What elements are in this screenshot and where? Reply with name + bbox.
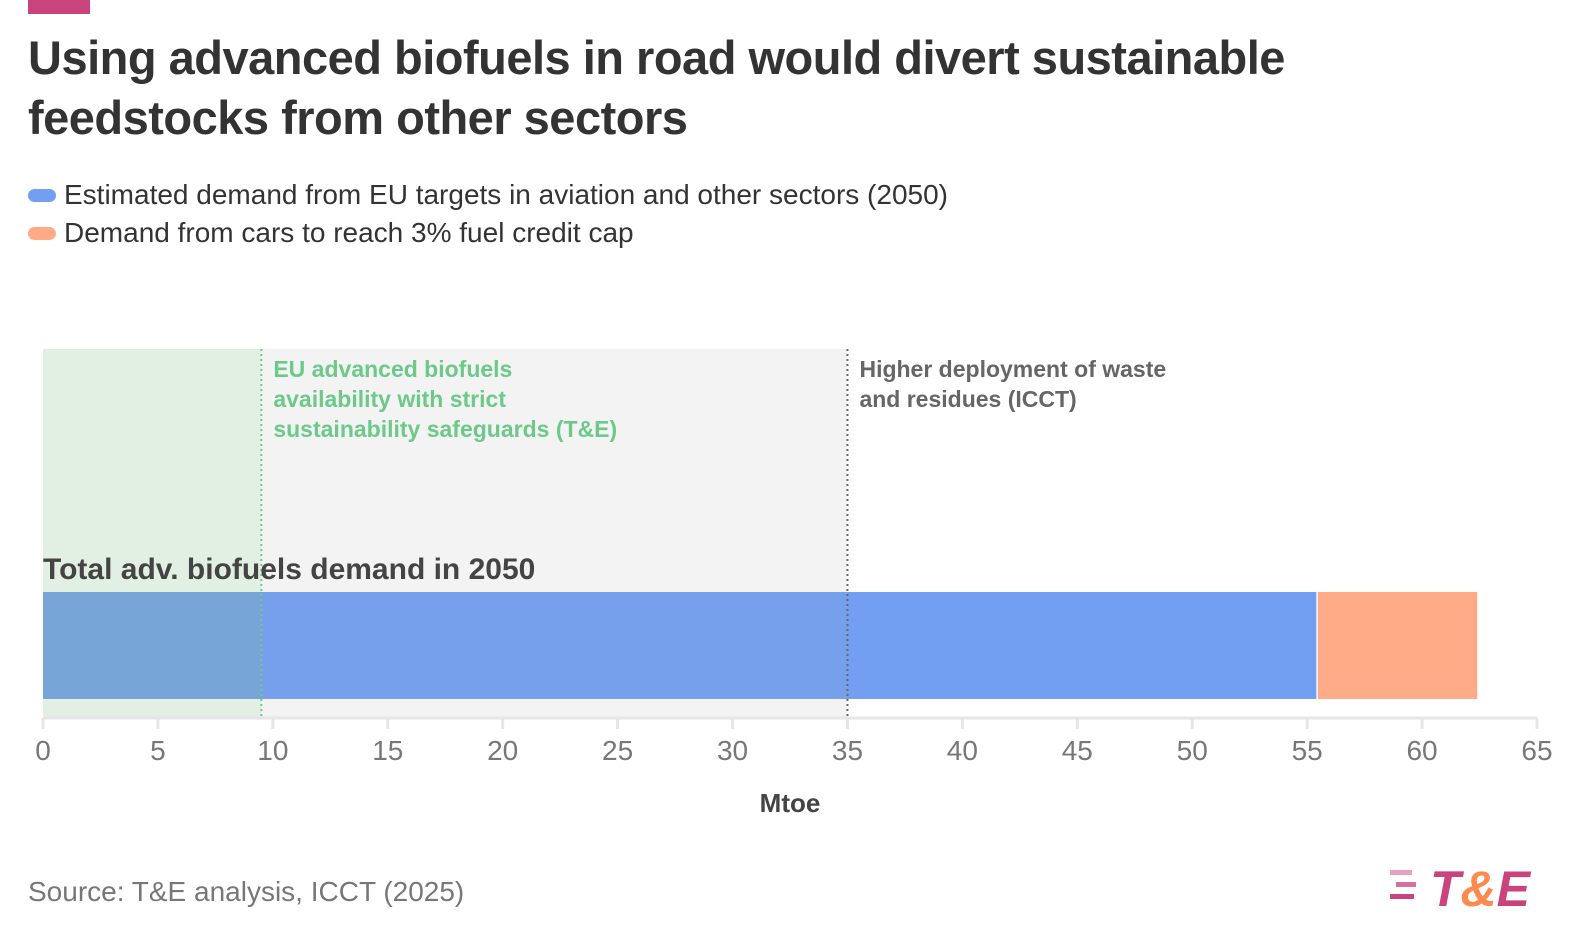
x-axis-title: Mtoe (760, 788, 821, 818)
annotation-label: sustainability safeguards (T&E) (273, 416, 617, 442)
legend-label: Estimated demand from EU targets in avia… (64, 179, 948, 210)
legend-label: Demand from cars to reach 3% fuel credit… (64, 217, 634, 248)
x-tick-label: 30 (717, 735, 748, 766)
x-tick-label: 0 (35, 735, 51, 766)
x-tick-label: 50 (1177, 735, 1208, 766)
legend-item-aviation: Estimated demand from EU targets in avia… (28, 176, 948, 214)
x-tick-label: 10 (257, 735, 288, 766)
te-logo: T&E (1390, 862, 1532, 912)
annotation-label: and residues (ICCT) (859, 386, 1076, 412)
annotation-label: availability with strict (273, 386, 506, 412)
x-tick-label: 15 (372, 735, 403, 766)
x-tick-label: 45 (1062, 735, 1093, 766)
legend-swatch (28, 188, 56, 202)
source-note: Source: T&E analysis, ICCT (2025) (28, 876, 465, 907)
x-tick-label: 40 (947, 735, 978, 766)
bar-overlay (261, 592, 848, 699)
legend: Estimated demand from EU targets in avia… (28, 176, 948, 252)
annotation-label: EU advanced biofuels (273, 356, 512, 382)
bar-overlay (43, 592, 262, 699)
x-tick-label: 55 (1292, 735, 1323, 766)
legend-item-cars: Demand from cars to reach 3% fuel credit… (28, 214, 948, 252)
x-tick-label: 20 (487, 735, 518, 766)
annotation-label: Higher deployment of waste (859, 356, 1166, 382)
x-tick-label: 25 (602, 735, 633, 766)
x-tick-label: 35 (832, 735, 863, 766)
chart-title: Using advanced biofuels in road would di… (28, 31, 1285, 144)
bar-segment (1317, 592, 1478, 699)
svg-text:T&E: T&E (1430, 862, 1532, 912)
bar-segment (43, 592, 1317, 699)
category-label: Total adv. biofuels demand in 2050 (43, 553, 535, 586)
accent-bar (28, 0, 90, 14)
legend-swatch (28, 226, 56, 240)
x-tick-label: 65 (1521, 735, 1552, 766)
x-tick-label: 60 (1406, 735, 1437, 766)
x-tick-label: 5 (150, 735, 166, 766)
